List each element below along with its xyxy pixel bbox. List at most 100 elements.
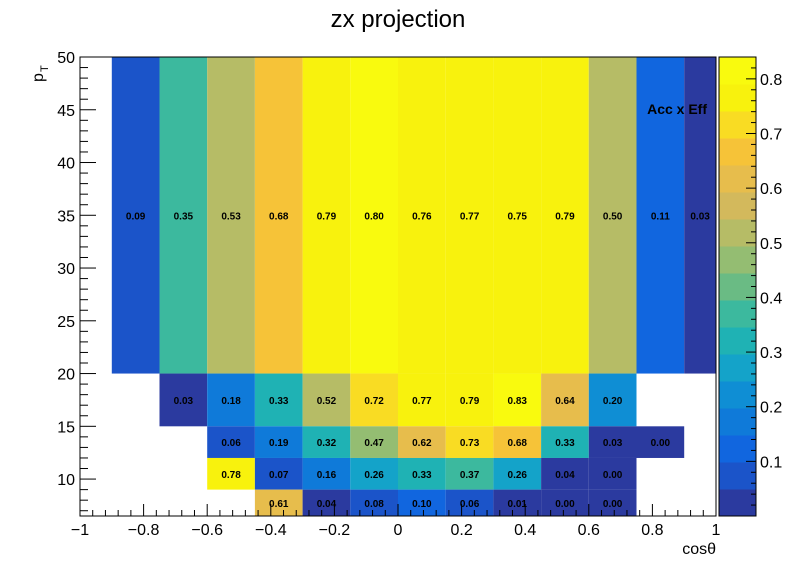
y-axis-title-main: p xyxy=(30,73,47,82)
cell-value-label: 0.10 xyxy=(412,499,432,510)
heatmap-cell xyxy=(207,426,255,458)
chart-title: zx projection xyxy=(331,6,466,33)
heatmap-cell xyxy=(588,457,637,490)
y-tick-label: 10 xyxy=(57,472,75,489)
heatmap-cell xyxy=(588,57,637,374)
cell-value-label: 0.26 xyxy=(364,470,384,481)
cell-value-label: 0.00 xyxy=(603,470,623,481)
cell-value-label: 0.53 xyxy=(221,211,241,222)
cell-value-label: 0.37 xyxy=(460,470,480,481)
heatmap-cell xyxy=(445,426,494,458)
cell-value-label: 0.01 xyxy=(508,499,528,510)
z-tick-label: 0.6 xyxy=(760,181,782,198)
x-tick-label: −0.6 xyxy=(191,522,223,539)
heatmap-cell xyxy=(111,57,160,374)
heatmap-cell xyxy=(159,373,208,427)
color-scale-band xyxy=(719,408,756,436)
color-scale-band xyxy=(719,273,756,301)
heatmap-cell xyxy=(445,57,494,374)
z-tick-label: 0.4 xyxy=(760,290,782,307)
z-tick-label: 0.5 xyxy=(760,236,782,253)
heatmap-cell xyxy=(350,373,398,427)
z-tick-label: 0.7 xyxy=(760,127,782,144)
heatmap-cell xyxy=(398,373,446,427)
cell-value-label: 0.68 xyxy=(508,438,528,449)
annotation-acc-eff: Acc x Eff xyxy=(647,101,707,117)
heatmap-cell xyxy=(493,489,542,516)
heatmap-cell xyxy=(254,426,303,458)
cell-value-label: 0.33 xyxy=(269,396,289,407)
heatmap-cell xyxy=(541,373,589,427)
cell-value-label: 0.68 xyxy=(269,211,289,222)
cell-value-label: 0.33 xyxy=(555,438,575,449)
cell-value-label: 0.62 xyxy=(412,438,432,449)
heatmap-cell xyxy=(493,426,542,458)
color-scale-band xyxy=(719,381,756,409)
heatmap-cell xyxy=(159,57,208,374)
y-tick-label: 40 xyxy=(57,156,75,173)
heatmap-cell xyxy=(350,57,398,374)
heatmap-cell xyxy=(302,457,351,490)
y-axis: 10 15 20 25 30 35 40 45 50 xyxy=(57,50,96,512)
cell-value-label: 0.04 xyxy=(555,470,575,481)
y-tick-label: 50 xyxy=(57,50,75,67)
cell-value-label: 0.03 xyxy=(174,396,194,407)
cell-value-label: 0.83 xyxy=(508,396,528,407)
y-tick-label: 45 xyxy=(57,103,75,120)
color-scale-band xyxy=(719,192,756,220)
color-scale-band xyxy=(719,111,756,139)
heatmap-cell xyxy=(398,489,446,516)
cell-value-label: 0.00 xyxy=(651,438,671,449)
x-tick-label: 0.2 xyxy=(450,522,472,539)
cell-value-label: 0.32 xyxy=(317,438,337,449)
heatmap-cell xyxy=(254,57,303,374)
x-axis-title: cosθ xyxy=(682,541,716,558)
cell-value-label: 0.79 xyxy=(460,396,480,407)
cell-value-label: 0.35 xyxy=(174,211,194,222)
y-axis-title-sub: T xyxy=(39,65,51,72)
cell-value-label: 0.50 xyxy=(603,211,623,222)
heatmap-cell xyxy=(302,489,351,516)
color-scale-band xyxy=(719,246,756,274)
heatmap-cell xyxy=(684,57,716,374)
cell-value-label: 0.06 xyxy=(221,438,241,449)
color-scale-band xyxy=(719,138,756,166)
cell-value-label: 0.04 xyxy=(317,499,337,510)
heatmap-cell xyxy=(254,373,303,427)
heatmap-cell xyxy=(254,457,303,490)
z-tick-label: 0.8 xyxy=(760,72,782,89)
cell-value-label: 0.80 xyxy=(364,211,384,222)
cell-value-label: 0.03 xyxy=(690,211,710,222)
heatmap-cell xyxy=(445,489,494,516)
z-tick-label: 0.2 xyxy=(760,400,782,417)
cell-value-label: 0.64 xyxy=(555,396,575,407)
color-scale: 0.1 0.2 0.3 0.4 0.5 0.6 0.7 0.8 xyxy=(718,56,782,517)
heatmap-cell xyxy=(350,457,398,490)
heatmap-cell xyxy=(398,57,446,374)
cell-value-label: 0.18 xyxy=(221,396,241,407)
x-tick-label: −0.8 xyxy=(128,522,160,539)
cell-value-label: 0.26 xyxy=(508,470,528,481)
heatmap-cell xyxy=(493,373,542,427)
heatmap-cell xyxy=(207,57,255,374)
color-scale-band xyxy=(719,219,756,247)
y-tick-label: 30 xyxy=(57,261,75,278)
heatmap-cells xyxy=(111,57,716,516)
color-scale-band xyxy=(719,57,756,85)
heatmap-cell xyxy=(398,426,446,458)
cell-value-label: 0.52 xyxy=(317,396,337,407)
heatmap-cell xyxy=(493,457,542,490)
cell-value-label: 0.07 xyxy=(269,470,289,481)
cell-value-label: 0.11 xyxy=(651,211,670,222)
x-tick-label: −0.2 xyxy=(319,522,351,539)
heatmap-cell xyxy=(207,373,255,427)
heatmap-cell xyxy=(302,373,351,427)
cell-value-label: 0.73 xyxy=(460,438,480,449)
heatmap-cell xyxy=(541,426,589,458)
cell-value-label: 0.03 xyxy=(603,438,623,449)
y-tick-label: 20 xyxy=(57,367,75,384)
heatmap-cell xyxy=(636,57,685,374)
heatmap-cell xyxy=(207,457,255,490)
cell-value-label: 0.77 xyxy=(412,396,432,407)
